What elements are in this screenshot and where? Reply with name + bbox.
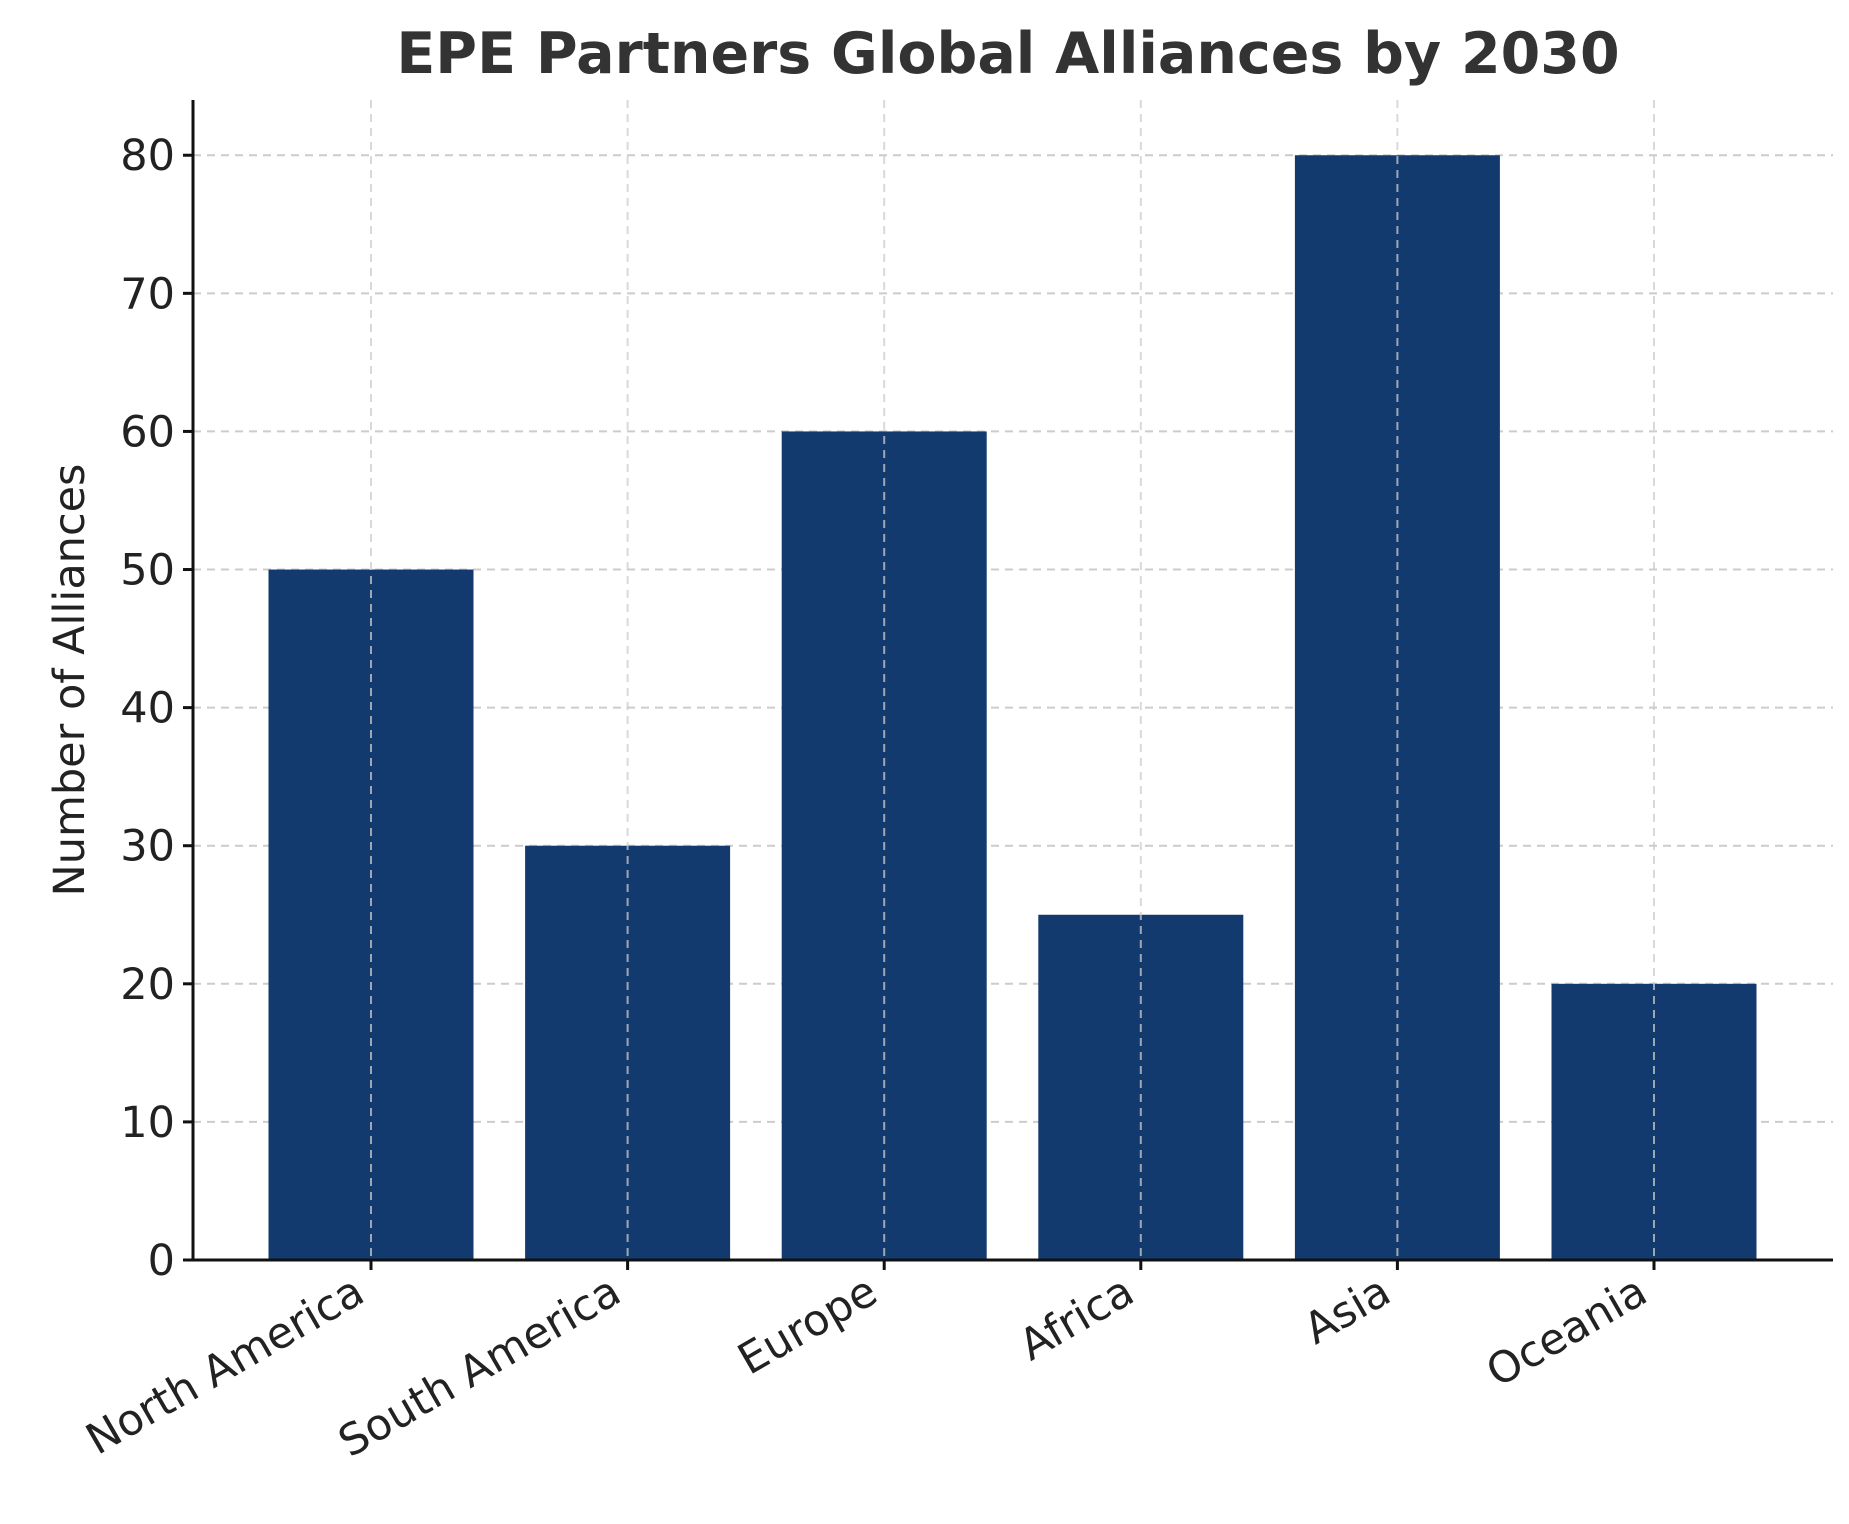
axis-layer: [183, 100, 1833, 1270]
y-tick-label: 50: [120, 546, 175, 596]
y-tick-label: 40: [120, 684, 175, 734]
y-tick-label: 70: [120, 269, 175, 319]
y-tick-labels: 0 10 20 30 40 50 60 70 80: [120, 131, 175, 1286]
x-tick-label: Asia: [1296, 1266, 1399, 1354]
y-tick-label: 30: [120, 822, 175, 872]
y-axis-label: Number of Alliances: [45, 464, 95, 897]
x-tick-label: Oceania: [1478, 1266, 1655, 1397]
y-tick-label: 60: [120, 407, 175, 457]
x-tick-label: South America: [330, 1266, 629, 1467]
y-tick-label: 20: [120, 960, 175, 1010]
y-tick-label: 0: [148, 1236, 175, 1286]
x-tick-label: Africa: [1011, 1266, 1142, 1371]
y-tick-label: 10: [120, 1098, 175, 1148]
chart-title: EPE Partners Global Alliances by 2030: [396, 21, 1619, 87]
grid-overlay: [370, 100, 1655, 1260]
x-tick-label: North America: [78, 1266, 373, 1465]
y-tick-label: 80: [120, 131, 175, 181]
x-tick-label: Europe: [730, 1266, 886, 1385]
